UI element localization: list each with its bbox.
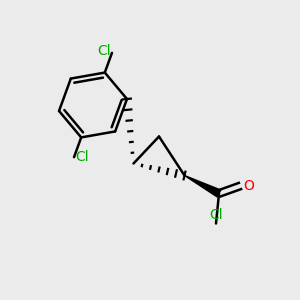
Text: Cl: Cl (209, 208, 223, 222)
Text: Cl: Cl (98, 44, 111, 58)
Text: O: O (244, 179, 254, 193)
Text: Cl: Cl (76, 150, 89, 164)
Polygon shape (184, 176, 221, 197)
